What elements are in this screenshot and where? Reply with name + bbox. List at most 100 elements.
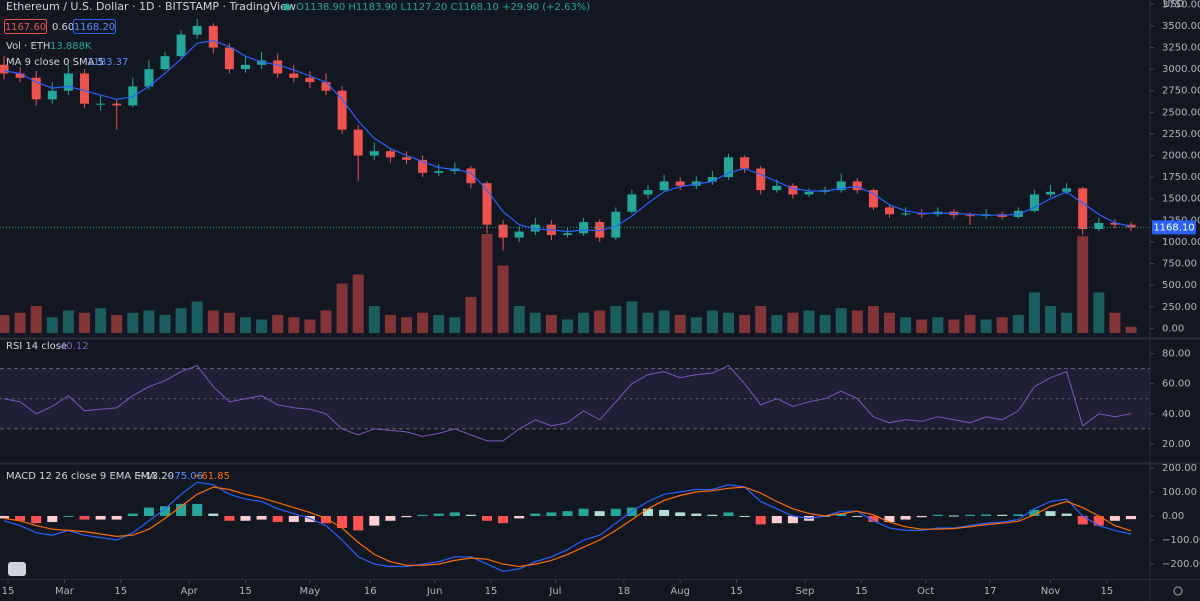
tradingview-logo[interactable] <box>8 562 26 576</box>
candle-body <box>643 190 653 195</box>
histogram-bar <box>79 515 90 520</box>
volume-bar <box>368 306 380 333</box>
volume-bar <box>272 315 284 333</box>
volume-bar <box>288 317 300 333</box>
x-tick-label: 15 <box>114 586 127 597</box>
histogram-bar <box>755 515 766 525</box>
volume-bar <box>46 317 58 333</box>
volume-bar <box>996 317 1008 333</box>
y-tick-label: 0.00 <box>1162 511 1184 522</box>
y-tick-label: 80.00 <box>1162 349 1191 360</box>
y-tick-label: 60.00 <box>1162 379 1191 390</box>
histogram-bar <box>932 514 943 516</box>
logo[interactable] <box>8 562 26 576</box>
candle-body <box>1094 222 1104 229</box>
volume-bar <box>932 317 944 333</box>
volume-bar <box>62 310 74 333</box>
histogram-bar <box>546 512 557 516</box>
volume-bar <box>771 315 783 333</box>
volume-bar <box>481 234 493 333</box>
candle-body <box>96 103 106 105</box>
histogram-bar <box>739 515 750 517</box>
last-price-label: 1168.10 <box>1153 222 1194 233</box>
histogram-bar <box>1045 511 1056 516</box>
histogram-bar <box>1126 515 1136 520</box>
candle-body <box>579 222 589 234</box>
candle-body <box>498 224 508 238</box>
histogram-bar <box>433 513 444 516</box>
currency[interactable]: USD <box>1163 0 1185 10</box>
histogram-bar <box>0 515 9 519</box>
candle-body <box>1029 194 1039 211</box>
histogram-bar <box>771 515 782 524</box>
volume-bar <box>433 315 445 333</box>
candle-body <box>852 181 862 191</box>
volume-bar <box>449 317 461 333</box>
volume-bar <box>964 315 976 333</box>
x-tick-label: Jul <box>548 586 561 597</box>
volume-bar <box>594 310 606 333</box>
histogram-bar <box>369 515 380 526</box>
signal-value: −61.85 <box>193 471 230 482</box>
volume-bar <box>207 310 219 333</box>
macd-legend: MACD 12 26 close 9 EMA EMA <box>6 471 156 482</box>
candle-body <box>418 159 428 173</box>
candle-body <box>868 190 878 208</box>
y-tick-label: 1000.00 <box>1162 237 1200 248</box>
y-tick-label: 3000.00 <box>1162 64 1200 75</box>
y-tick-label: 2500.00 <box>1162 107 1200 118</box>
candle-body <box>885 207 894 215</box>
candle-body <box>1110 222 1120 225</box>
histogram-bar <box>192 503 203 516</box>
histogram-bar <box>385 515 396 521</box>
last-price-box <box>1152 220 1196 235</box>
candle-body <box>337 90 347 130</box>
volume-bar <box>1012 315 1024 333</box>
volume-bar <box>755 306 767 333</box>
histogram-bar <box>111 515 122 520</box>
ask-price[interactable]: 1168.20 <box>74 22 115 33</box>
volume-bar <box>1028 292 1040 333</box>
histogram-bar <box>594 511 605 516</box>
buy-box[interactable] <box>73 19 116 34</box>
volume-bar <box>658 310 670 333</box>
x-tick-label: 16 <box>364 586 377 597</box>
volume-bar <box>384 315 396 333</box>
volume-bar <box>916 319 928 333</box>
candle-body <box>1062 188 1072 192</box>
histogram-bar <box>643 508 653 516</box>
volume-bar <box>1061 312 1073 333</box>
candle-body <box>466 168 476 184</box>
volume-bar <box>304 319 316 333</box>
candle-body <box>241 64 250 70</box>
histogram-bar <box>1029 509 1040 516</box>
volume-bar <box>1077 236 1089 333</box>
ohlc-legend: O1138.90 H1183.90 L1127.20 C1168.10 +29.… <box>296 2 590 13</box>
ma-line <box>3 39 1132 233</box>
x-tick-label: May <box>300 586 321 597</box>
candle-body <box>756 168 766 191</box>
candle-body <box>385 151 395 158</box>
settings-icon[interactable] <box>1173 586 1183 596</box>
volume-bar <box>1045 306 1056 333</box>
histogram-bar <box>530 513 541 516</box>
volume-bar <box>545 315 557 333</box>
sell-box[interactable] <box>4 19 47 34</box>
candle-body <box>1046 191 1055 195</box>
histogram-bar <box>675 512 686 516</box>
histogram-bar <box>417 514 428 516</box>
plot-area <box>0 19 1150 572</box>
histogram-bar <box>63 515 74 517</box>
rsi-line <box>3 364 1132 442</box>
histogram-bar <box>868 515 879 522</box>
volume-bar <box>1093 292 1105 333</box>
candle-body <box>128 86 138 106</box>
volume-bar <box>1109 312 1121 333</box>
volume-bar <box>706 310 718 333</box>
bid-price[interactable]: 1167.60 <box>5 22 46 33</box>
spread: 0.60 <box>52 22 74 33</box>
histogram-bar <box>95 515 106 520</box>
histogram-bar <box>449 512 460 516</box>
volume-bar <box>256 319 268 333</box>
histogram-bar <box>514 515 525 519</box>
